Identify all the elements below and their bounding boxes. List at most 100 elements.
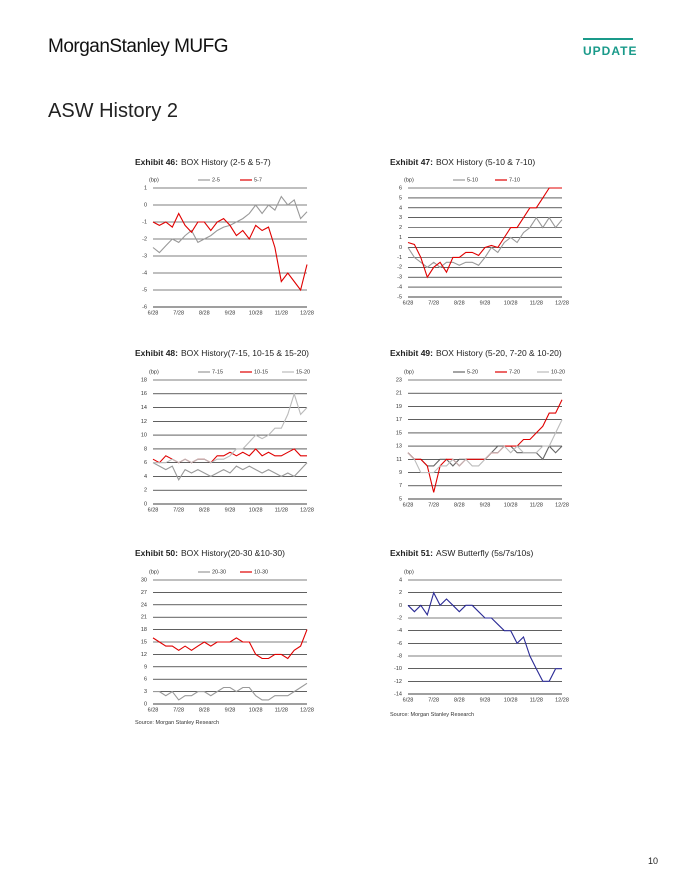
y-tick-label: -5 <box>142 287 147 293</box>
y-tick-label: 4 <box>144 474 147 480</box>
x-tick-label: 7/28 <box>173 310 184 316</box>
source: Source: Morgan Stanley Research <box>390 712 475 718</box>
y-tick-label: 6 <box>399 185 402 191</box>
exhibit-label: Exhibit 49: <box>390 348 433 358</box>
chart: (bp) 0 2 4 6 8 10 12 14 16 18 6/28 7/28 8/28 9/28 10/28… <box>141 369 314 513</box>
y-tick-label: -4 <box>397 628 402 634</box>
x-tick-label: 6/28 <box>403 502 414 508</box>
x-tick-label: 8/28 <box>454 697 465 703</box>
chart: (bp) -14 -12 -10 -8 -6 -4 -2 0 2 4 6/28 7/28 8/28 9/28… <box>394 569 569 703</box>
y-axis-label: (bp) <box>149 177 159 183</box>
x-tick-label: 10/28 <box>504 300 518 306</box>
y-tick-label: 11 <box>396 457 402 463</box>
exhibit-title: BOX History (2-5 & 5-7) <box>180 157 271 167</box>
series-line <box>153 391 308 464</box>
y-tick-label: -10 <box>394 666 402 672</box>
y-tick-label: 23 <box>396 377 402 383</box>
series-line <box>407 445 563 467</box>
y-tick-label: 21 <box>396 391 402 397</box>
x-tick-label: 8/28 <box>454 300 465 306</box>
exhibit-label: Exhibit 46: <box>135 157 178 167</box>
x-tick-label: 10/28 <box>504 502 518 508</box>
series-line <box>407 419 563 474</box>
y-tick-label: 4 <box>399 577 402 583</box>
y-tick-label: 5 <box>399 496 402 502</box>
exhibit-label: Exhibit 47: <box>390 157 433 167</box>
y-tick-label: 9 <box>399 470 402 476</box>
legend-label: 10-30 <box>254 569 268 575</box>
x-tick-label: 7/28 <box>173 507 184 513</box>
exhibit-title: BOX History (5-20, 7-20 & 10-20) <box>435 348 562 358</box>
x-tick-label: 8/28 <box>199 707 210 713</box>
exhibit-heading: Exhibit 49: BOX History (5-20, 7-20 & 10-… <box>390 348 562 358</box>
y-tick-label: 0 <box>144 202 147 208</box>
y-tick-label: 0 <box>399 245 402 251</box>
y-tick-label: -6 <box>142 304 147 310</box>
legend-label: 5-10 <box>467 177 478 183</box>
exhibit-label: Exhibit 51: <box>390 548 433 558</box>
x-tick-label: 12/28 <box>555 502 569 508</box>
y-tick-label: 3 <box>399 215 402 221</box>
series-line <box>407 187 562 279</box>
legend-label: 2-5 <box>212 177 220 183</box>
y-tick-label: 18 <box>141 627 147 633</box>
x-tick-label: 9/28 <box>225 507 236 513</box>
chart: (bp) 0 3 6 9 12 15 18 21 24 27 30 6/28 7/28 8/28 9/28 10… <box>141 569 314 713</box>
legend-label: 5-20 <box>467 369 478 375</box>
exhibit-heading: Exhibit 51: ASW Butterfly (5s/7s/10s) <box>390 548 533 558</box>
x-tick-label: 11/28 <box>530 300 543 306</box>
chart: (bp) -5 -4 -3 -2 -1 0 1 2 3 4 5 6 6/28 7/28 8/28 9/28 10/… <box>397 177 569 306</box>
y-tick-label: 10 <box>141 433 147 439</box>
y-tick-label: -8 <box>397 653 402 659</box>
exhibit-label: Exhibit 48: <box>135 348 178 358</box>
y-axis-label: (bp) <box>404 369 414 375</box>
y-tick-label: 19 <box>396 404 402 410</box>
x-tick-label: 9/28 <box>480 502 491 508</box>
series-line <box>152 462 308 482</box>
x-tick-label: 12/28 <box>300 310 314 316</box>
tag: UPDATE <box>583 44 638 58</box>
x-tick-label: 7/28 <box>428 502 439 508</box>
y-tick-label: 8 <box>144 446 147 452</box>
legend-label: 5-7 <box>254 177 262 183</box>
x-tick-label: 11/28 <box>275 507 288 513</box>
x-tick-label: 6/28 <box>148 507 159 513</box>
source: Source: Morgan Stanley Research <box>135 720 220 726</box>
series-line <box>152 629 308 660</box>
y-tick-label: -3 <box>397 275 402 281</box>
chart: (bp) 5 7 9 11 13 15 17 19 21 23 6/28 7/28 8/28 9/28 10/… <box>396 369 569 508</box>
exhibit-title: BOX History(7-15, 10-15 & 15-20) <box>180 348 310 358</box>
x-tick-label: 6/28 <box>148 707 159 713</box>
y-tick-label: -3 <box>142 253 147 259</box>
tag-rule <box>583 38 633 40</box>
y-tick-label: 0 <box>144 701 147 707</box>
x-tick-label: 10/28 <box>249 507 263 513</box>
series-line <box>407 591 562 682</box>
x-tick-label: 12/28 <box>300 507 314 513</box>
y-tick-label: 0 <box>144 501 147 507</box>
x-tick-label: 11/28 <box>530 697 543 703</box>
x-tick-label: 10/28 <box>249 310 263 316</box>
x-tick-label: 12/28 <box>555 300 569 306</box>
y-tick-label: 1 <box>144 185 147 191</box>
x-tick-label: 12/28 <box>300 707 314 713</box>
x-tick-label: 10/28 <box>504 697 518 703</box>
y-tick-label: 17 <box>396 417 402 423</box>
y-tick-label: 15 <box>141 639 147 645</box>
series-line <box>153 682 308 701</box>
legend-label: 10-15 <box>254 369 268 375</box>
legend-label: 7-15 <box>212 369 223 375</box>
y-tick-label: -1 <box>397 255 402 261</box>
y-tick-label: 24 <box>141 602 147 608</box>
y-tick-label: 1 <box>399 235 402 241</box>
x-tick-label: 8/28 <box>199 310 210 316</box>
y-tick-label: -2 <box>397 615 402 621</box>
page-number: 10 <box>648 856 659 866</box>
legend-label: 7-10 <box>509 177 520 183</box>
exhibit-heading: Exhibit 50: BOX History(20-30 &10-30) <box>135 548 285 558</box>
y-tick-label: -6 <box>397 641 402 647</box>
legend-label: 7-20 <box>509 369 520 375</box>
y-tick-label: 13 <box>396 444 402 450</box>
y-tick-label: 0 <box>399 603 402 609</box>
legend-label: 20-30 <box>212 569 226 575</box>
